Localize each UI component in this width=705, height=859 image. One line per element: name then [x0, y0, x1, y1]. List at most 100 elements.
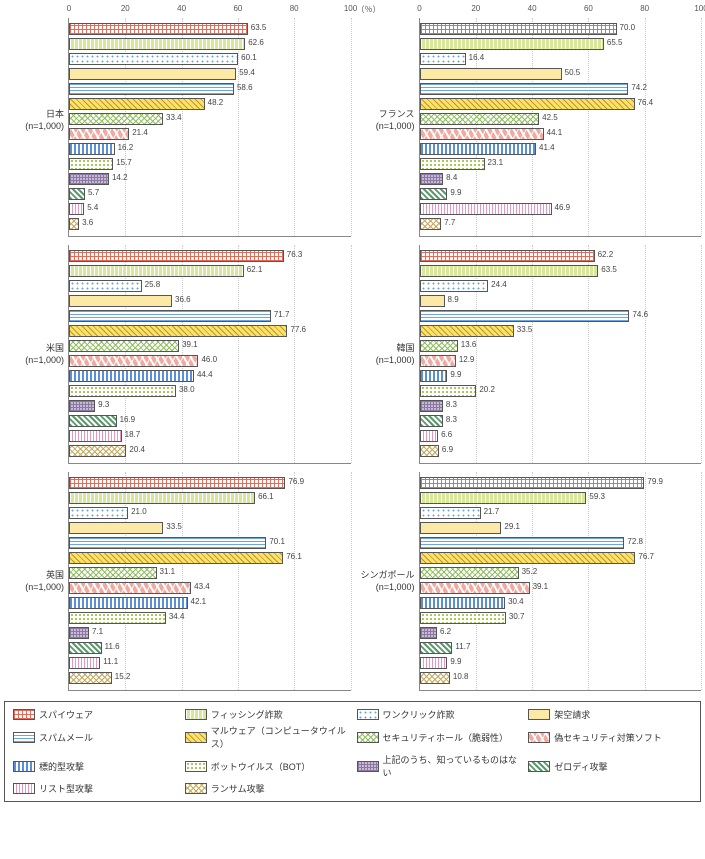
chart-subtitle: (n=1,000) [25, 582, 64, 594]
bar-row: 8.9 [420, 294, 702, 308]
bar-row: 34.4 [69, 611, 351, 625]
bar [69, 203, 84, 215]
bar [420, 38, 604, 50]
legend-swatch [13, 732, 35, 743]
chart-title: 米国 [46, 343, 64, 355]
bar [420, 552, 636, 564]
bar-value-label: 3.6 [82, 218, 93, 227]
bar-row: 30.4 [420, 596, 702, 610]
bar [420, 113, 540, 125]
bar-value-label: 50.5 [565, 68, 581, 77]
bar-value-label: 12.9 [459, 355, 475, 364]
bar-row: 33.5 [420, 324, 702, 338]
bar-value-label: 9.3 [98, 400, 109, 409]
bar-value-label: 9.9 [450, 188, 461, 197]
chart-plot: 020406080100（％）70.065.516.450.574.276.44… [419, 18, 702, 237]
bar [420, 310, 630, 322]
legend-item: ボットウイルス（BOT） [185, 753, 349, 779]
bar-value-label: 31.1 [160, 567, 176, 576]
chart-plot: 79.959.321.729.172.876.735.239.130.430.7… [419, 472, 702, 691]
legend-label: 偽セキュリティ対策ソフト [554, 731, 661, 744]
bar [420, 188, 448, 200]
bar [69, 672, 112, 684]
chart-title: シンガポール [360, 570, 414, 582]
bar-value-label: 76.3 [287, 250, 303, 259]
bar [420, 295, 445, 307]
chart-ylabel: 韓国(n=1,000) [355, 245, 419, 464]
bar [420, 53, 466, 65]
chart-plot: 76.362.125.836.671.777.639.146.044.438.0… [68, 245, 351, 464]
bar [420, 203, 552, 215]
legend-item: セキュリティホール（脆弱性） [357, 724, 521, 750]
bar-row: 5.4 [69, 202, 351, 216]
chart-ylabel: シンガポール(n=1,000) [355, 472, 419, 691]
bar-row: 58.6 [69, 82, 351, 96]
bar-row: 15.7 [69, 157, 351, 171]
bar-row: 60.1 [69, 52, 351, 66]
bar-row: 65.5 [420, 37, 702, 51]
bar-row: 70.0 [420, 22, 702, 36]
axis-tick: 60 [233, 4, 242, 13]
bar-value-label: 6.9 [442, 445, 453, 454]
bar-row: 8.3 [420, 414, 702, 428]
chart-title: 英国 [46, 570, 64, 582]
bar [69, 250, 284, 262]
bar [420, 250, 595, 262]
bar-value-label: 70.0 [620, 23, 636, 32]
bar-row: 16.4 [420, 52, 702, 66]
bar [69, 400, 95, 412]
bar-row: 70.1 [69, 536, 351, 550]
bar-value-label: 20.2 [479, 385, 495, 394]
bar-value-label: 6.6 [441, 430, 452, 439]
bar [69, 68, 236, 80]
legend-label: ボットウイルス（BOT） [211, 760, 311, 773]
bar-row: 71.7 [69, 309, 351, 323]
bar-row: 46.0 [69, 354, 351, 368]
bar-value-label: 30.7 [509, 612, 525, 621]
bar-value-label: 9.9 [450, 370, 461, 379]
bar [420, 385, 477, 397]
legend-item: ランサム攻撃 [185, 782, 349, 795]
bar-row: 74.2 [420, 82, 702, 96]
bar-row: 39.1 [69, 339, 351, 353]
bar-row: 76.3 [69, 249, 351, 263]
bar-value-label: 39.1 [533, 582, 549, 591]
bar-value-label: 33.5 [166, 522, 182, 531]
bar-row: 9.3 [69, 399, 351, 413]
axis-tick: 20 [121, 4, 130, 13]
bar [69, 567, 157, 579]
bar [420, 597, 506, 609]
bar [420, 582, 530, 594]
bar-row: 20.4 [69, 444, 351, 458]
bar-value-label: 7.1 [92, 627, 103, 636]
bar-row: 9.9 [420, 656, 702, 670]
bar-value-label: 70.1 [269, 537, 285, 546]
bar-row: 11.7 [420, 641, 702, 655]
left-column: 日本(n=1,000)020406080100（％）63.562.660.159… [4, 4, 351, 691]
chart-ylabel: 米国(n=1,000) [4, 245, 68, 464]
bar [69, 552, 283, 564]
bar-row: 20.2 [420, 384, 702, 398]
bar-row: 39.1 [420, 581, 702, 595]
chart: 英国(n=1,000)76.966.121.033.570.176.131.14… [4, 472, 351, 691]
bar [420, 158, 485, 170]
bar [69, 173, 109, 185]
chart: フランス(n=1,000)020406080100（％）70.065.516.4… [355, 4, 702, 237]
bar-value-label: 34.4 [169, 612, 185, 621]
bar [69, 370, 194, 382]
bar [420, 98, 635, 110]
bar [420, 612, 506, 624]
bar [420, 83, 629, 95]
bar-row: 50.5 [420, 67, 702, 81]
bar-row: 25.8 [69, 279, 351, 293]
bar-value-label: 59.3 [589, 492, 605, 501]
bar [69, 83, 234, 95]
bar [420, 280, 489, 292]
bar-row: 33.4 [69, 112, 351, 126]
bar-row: 11.1 [69, 656, 351, 670]
chart-plot: 76.966.121.033.570.176.131.143.442.134.4… [68, 472, 351, 691]
bar [69, 355, 198, 367]
bar-row: 9.9 [420, 187, 702, 201]
legend-item: ゼロディ攻撃 [528, 753, 692, 779]
bar-value-label: 20.4 [129, 445, 145, 454]
